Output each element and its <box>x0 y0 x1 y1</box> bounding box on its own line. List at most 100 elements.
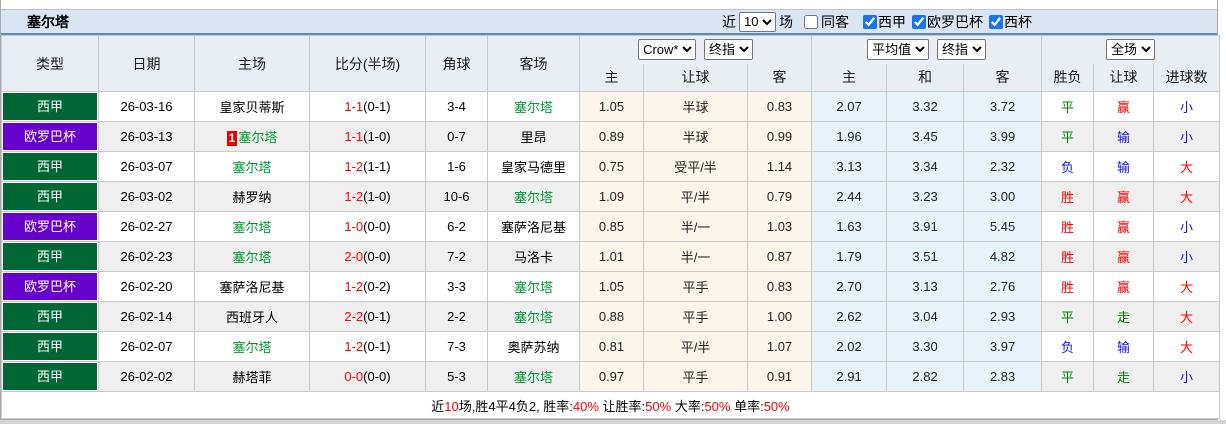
handicap-result-cell: 输 <box>1093 331 1155 362</box>
match-type-cell: 西甲 <box>1 241 99 272</box>
odds-handicap-cell: 平手 <box>643 301 748 332</box>
avg-away-cell: 3.72 <box>963 91 1043 122</box>
away-team-name: 马洛卡 <box>513 250 553 265</box>
match-type-cell: 欧罗巴杯 <box>1 121 99 152</box>
odds-stage-select[interactable]: 终指 <box>703 39 753 61</box>
corners-cell: 6-2 <box>425 211 488 242</box>
avg-draw-cell: 3.45 <box>886 121 965 152</box>
avg-away-cell: 4.82 <box>963 241 1043 272</box>
odds-away-cell: 1.14 <box>746 151 813 182</box>
league-type-badge: 西甲 <box>3 363 97 390</box>
odds-home-cell: 0.88 <box>579 301 644 332</box>
away-team-cell[interactable]: 塞萨洛尼基 <box>487 211 580 242</box>
same-venue-label: 同客 <box>821 13 849 30</box>
home-team-name: 塞尔塔 <box>232 250 272 265</box>
home-team-cell[interactable]: 塞尔塔 <box>194 331 310 362</box>
league-filter-3: 西杯 <box>989 12 1032 32</box>
score-cell: 1-2(1-1) <box>309 151 426 182</box>
away-team-cell[interactable]: 奥萨苏纳 <box>487 331 580 362</box>
team-bar: 塞尔塔 近 10 场 同客 西甲 欧罗巴杯 西杯 <box>1 9 1217 35</box>
away-team-cell[interactable]: 塞尔塔 <box>487 271 580 302</box>
away-team-name: 塞尔塔 <box>513 190 553 205</box>
odds-handicap-cell: 半/一 <box>643 241 748 272</box>
league-type-badge: 西甲 <box>3 153 97 180</box>
summary-segment: 50% <box>704 398 731 414</box>
same-venue-checkbox[interactable] <box>804 14 818 29</box>
league-checkbox[interactable] <box>912 14 926 29</box>
away-team-cell[interactable]: 里昂 <box>487 121 580 152</box>
goals-result-cell: 小 <box>1153 241 1221 272</box>
league-checkbox[interactable] <box>863 14 877 29</box>
league-label: 欧罗巴杯 <box>927 13 983 30</box>
league-label: 西杯 <box>1004 13 1032 30</box>
goals-result-cell: 大 <box>1153 301 1221 332</box>
fulltime-score: 1-1 <box>344 129 364 144</box>
away-team-cell[interactable]: 塞尔塔 <box>487 181 580 212</box>
match-date-cell: 26-03-07 <box>98 151 195 182</box>
league-checkbox[interactable] <box>989 14 1003 29</box>
home-team-cell[interactable]: 西班牙人 <box>194 301 310 332</box>
away-team-cell[interactable]: 马洛卡 <box>487 241 580 272</box>
league-type-badge: 西甲 <box>3 93 97 120</box>
away-team-name: 塞尔塔 <box>513 310 553 325</box>
odds-away-cell: 0.83 <box>746 271 813 302</box>
away-team-cell[interactable]: 塞尔塔 <box>487 91 580 122</box>
fulltime-score: 1-2 <box>344 159 364 174</box>
league-filter-1: 西甲 <box>863 12 906 32</box>
corners-cell: 3-3 <box>425 271 488 302</box>
summary-segment: 50% <box>763 398 790 414</box>
avg-draw-cell: 3.51 <box>886 241 965 272</box>
recent-count-select[interactable]: 10 <box>739 11 776 32</box>
away-team-cell[interactable]: 塞尔塔 <box>487 301 580 332</box>
match-date-cell: 26-02-27 <box>98 211 195 242</box>
wdl-result-cell: 平 <box>1041 361 1095 392</box>
away-team-name: 奥萨苏纳 <box>507 340 560 355</box>
home-team-cell[interactable]: 赫塔菲 <box>194 361 310 392</box>
fulltime-score: 1-0 <box>344 219 364 234</box>
wdl-result-cell: 胜 <box>1041 271 1095 302</box>
odds-handicap-cell: 半球 <box>643 121 748 152</box>
avg-away-cell: 2.32 <box>963 151 1043 182</box>
period-select[interactable]: 全场 <box>1106 39 1156 61</box>
home-team-cell[interactable]: 皇家贝蒂斯 <box>194 91 310 122</box>
summary-segment: 50% <box>645 398 672 414</box>
col-header-corners: 角球 <box>425 35 488 92</box>
halftime-score: (1-1) <box>363 159 391 174</box>
home-team-cell[interactable]: 塞萨洛尼基 <box>194 271 310 302</box>
odds-away-cell: 0.79 <box>746 181 813 212</box>
fulltime-score: 1-2 <box>344 189 364 204</box>
handicap-result-cell: 走 <box>1093 361 1155 392</box>
score-cell: 1-2(0-2) <box>309 271 426 302</box>
match-date-cell: 26-02-20 <box>98 271 195 302</box>
bookmaker-select[interactable]: Crow* <box>638 39 697 61</box>
halftime-score: (0-1) <box>363 99 391 114</box>
home-team-cell[interactable]: 塞尔塔 <box>194 211 310 242</box>
table-row: 西甲 26-03-02 赫罗纳 1-2(1-0) 10-6 塞尔塔 1.09 平/半 0.79 2… <box>1 181 1221 212</box>
avg-stage-select[interactable]: 终指 <box>936 39 986 61</box>
corners-cell: 10-6 <box>425 181 488 212</box>
halftime-score: (0-1) <box>363 309 391 324</box>
wdl-result-cell: 平 <box>1041 121 1095 152</box>
fulltime-score: 0-0 <box>344 369 364 384</box>
top-strip <box>0 0 1218 9</box>
score-cell: 2-0(0-0) <box>309 241 426 272</box>
away-team-cell[interactable]: 皇家马德里 <box>487 151 580 182</box>
avg-select[interactable]: 平均值 <box>867 39 930 61</box>
sub-header-avg-away: 客 <box>963 63 1043 92</box>
match-date-cell: 26-03-13 <box>98 121 195 152</box>
home-team-cell[interactable]: 塞尔塔 <box>194 241 310 272</box>
sub-header-handicap-result: 让球 <box>1093 63 1155 92</box>
league-filter-2: 欧罗巴杯 <box>912 12 983 32</box>
match-date-cell: 26-02-23 <box>98 241 195 272</box>
home-team-cell[interactable]: 塞尔塔 <box>194 151 310 182</box>
away-team-cell[interactable]: 塞尔塔 <box>487 361 580 392</box>
team-stats-panel: 塞尔塔 近 10 场 同客 西甲 欧罗巴杯 西杯 类型 日期 主场 比分(半场) <box>0 9 1221 420</box>
home-team-name: 塞尔塔 <box>232 160 272 175</box>
odds-home-cell: 0.81 <box>579 331 644 362</box>
table-row: 西甲 26-03-16 皇家贝蒂斯 1-1(0-1) 3-4 塞尔塔 1.05 半球 0.83 2… <box>1 91 1221 122</box>
home-team-cell[interactable]: 赫罗纳 <box>194 181 310 212</box>
goals-result-cell: 大 <box>1153 271 1221 302</box>
home-team-cell[interactable]: 1 塞尔塔 <box>194 121 310 152</box>
league-type-badge: 欧罗巴杯 <box>3 273 97 300</box>
home-team-name: 塞尔塔 <box>238 130 278 145</box>
